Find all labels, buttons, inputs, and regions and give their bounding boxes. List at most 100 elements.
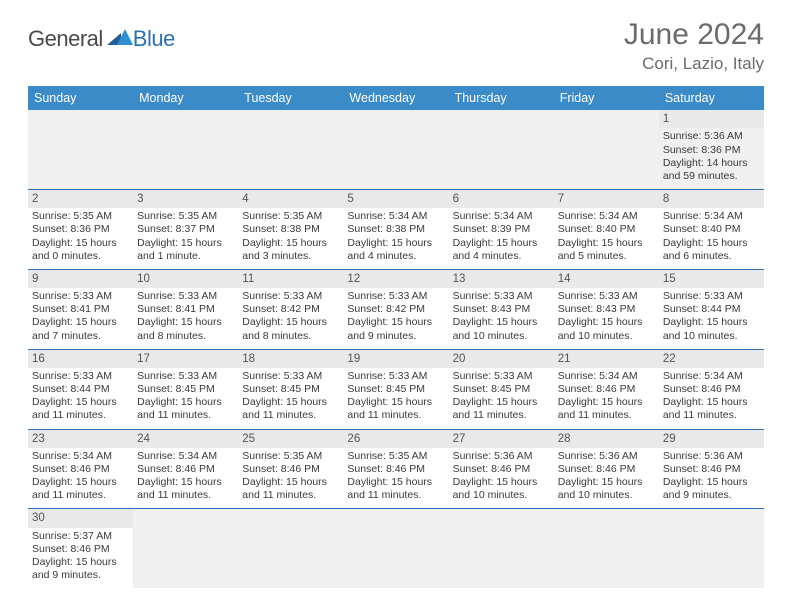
daylight-text: Daylight: 15 hours and 10 minutes.	[453, 316, 550, 342]
day-number: 12	[343, 270, 448, 288]
daylight-text: Daylight: 15 hours and 11 minutes.	[453, 396, 550, 422]
calendar-table: Sunday Monday Tuesday Wednesday Thursday…	[28, 86, 764, 588]
sunrise-text: Sunrise: 5:34 AM	[558, 370, 655, 383]
day-number: 10	[133, 270, 238, 288]
daylight-text: Daylight: 15 hours and 11 minutes.	[347, 396, 444, 422]
calendar-cell: 25Sunrise: 5:35 AMSunset: 8:46 PMDayligh…	[238, 429, 343, 509]
daylight-text: Daylight: 15 hours and 11 minutes.	[242, 396, 339, 422]
calendar-cell: 9Sunrise: 5:33 AMSunset: 8:41 PMDaylight…	[28, 269, 133, 349]
day-number: 21	[554, 350, 659, 368]
sunrise-text: Sunrise: 5:33 AM	[347, 370, 444, 383]
day-number: 18	[238, 350, 343, 368]
day-number: 9	[28, 270, 133, 288]
calendar-cell	[659, 509, 764, 588]
sunrise-text: Sunrise: 5:33 AM	[453, 290, 550, 303]
sunrise-text: Sunrise: 5:34 AM	[347, 210, 444, 223]
weekday-header-row: Sunday Monday Tuesday Wednesday Thursday…	[28, 86, 764, 110]
daylight-text: Daylight: 15 hours and 10 minutes.	[453, 476, 550, 502]
day-number: 30	[28, 509, 133, 527]
sunset-text: Sunset: 8:40 PM	[558, 223, 655, 236]
calendar-cell: 29 Sunrise: 5:36 AMSunset: 8:46 PMDayligh…	[659, 429, 764, 509]
calendar-cell: 10Sunrise: 5:33 AMSunset: 8:41 PMDayligh…	[133, 269, 238, 349]
logo-text-blue: Blue	[133, 26, 175, 52]
day-number: 23	[28, 430, 133, 448]
sunrise-text: Sunrise: 5:36 AM	[663, 450, 760, 463]
calendar-cell	[449, 110, 554, 189]
calendar-cell: 15Sunrise: 5:33 AMSunset: 8:44 PMDayligh…	[659, 269, 764, 349]
calendar-cell: 22Sunrise: 5:34 AMSunset: 8:46 PMDayligh…	[659, 349, 764, 429]
sunset-text: Sunset: 8:36 PM	[32, 223, 129, 236]
sunset-text: Sunset: 8:46 PM	[663, 463, 760, 476]
sunrise-text: Sunrise: 5:36 AM	[663, 130, 760, 143]
weekday-header: Monday	[133, 86, 238, 110]
daylight-text: Daylight: 15 hours and 8 minutes.	[137, 316, 234, 342]
day-number: 16	[28, 350, 133, 368]
sunrise-text: Sunrise: 5:34 AM	[558, 210, 655, 223]
sunrise-text: Sunrise: 5:36 AM	[453, 450, 550, 463]
sunrise-text: Sunrise: 5:34 AM	[137, 450, 234, 463]
sunrise-text: Sunrise: 5:35 AM	[137, 210, 234, 223]
day-number: 4	[238, 190, 343, 208]
calendar-cell: 23Sunrise: 5:34 AMSunset: 8:46 PMDayligh…	[28, 429, 133, 509]
sunrise-text: Sunrise: 5:35 AM	[242, 450, 339, 463]
sunrise-text: Sunrise: 5:33 AM	[32, 290, 129, 303]
daylight-text: Daylight: 15 hours and 11 minutes.	[242, 476, 339, 502]
sunset-text: Sunset: 8:44 PM	[663, 303, 760, 316]
daylight-text: Daylight: 15 hours and 3 minutes.	[242, 237, 339, 263]
sunset-text: Sunset: 8:36 PM	[663, 144, 760, 157]
sunset-text: Sunset: 8:45 PM	[242, 383, 339, 396]
calendar-cell: 21Sunrise: 5:34 AMSunset: 8:46 PMDayligh…	[554, 349, 659, 429]
calendar-cell: 8Sunrise: 5:34 AMSunset: 8:40 PMDaylight…	[659, 189, 764, 269]
day-number: 14	[554, 270, 659, 288]
daylight-text: Daylight: 15 hours and 9 minutes.	[663, 476, 760, 502]
calendar-cell: 1Sunrise: 5:36 AMSunset: 8:36 PMDaylight…	[659, 110, 764, 189]
daylight-text: Daylight: 15 hours and 11 minutes.	[32, 396, 129, 422]
flag-icon	[107, 27, 133, 52]
daylight-text: Daylight: 15 hours and 11 minutes.	[137, 396, 234, 422]
daylight-text: Daylight: 15 hours and 4 minutes.	[453, 237, 550, 263]
sunset-text: Sunset: 8:46 PM	[32, 463, 129, 476]
sunset-text: Sunset: 8:46 PM	[453, 463, 550, 476]
calendar-cell	[238, 509, 343, 588]
sunset-text: Sunset: 8:39 PM	[453, 223, 550, 236]
logo-text-general: General	[28, 26, 103, 52]
page-header: General Blue June 2024 Cori, Lazio, Ital…	[0, 0, 792, 82]
calendar-cell	[343, 509, 448, 588]
day-number: 13	[449, 270, 554, 288]
sunset-text: Sunset: 8:45 PM	[453, 383, 550, 396]
sunset-text: Sunset: 8:45 PM	[347, 383, 444, 396]
sunrise-text: Sunrise: 5:33 AM	[137, 290, 234, 303]
day-number: 7	[554, 190, 659, 208]
weekday-header: Sunday	[28, 86, 133, 110]
day-number: 1	[659, 110, 764, 128]
sunrise-text: Sunrise: 5:33 AM	[32, 370, 129, 383]
calendar-cell: 12Sunrise: 5:33 AMSunset: 8:42 PMDayligh…	[343, 269, 448, 349]
sunset-text: Sunset: 8:43 PM	[453, 303, 550, 316]
day-number: 8	[659, 190, 764, 208]
sunset-text: Sunset: 8:38 PM	[242, 223, 339, 236]
calendar-row: 30Sunrise: 5:37 AMSunset: 8:46 PMDayligh…	[28, 509, 764, 588]
day-number: 29	[659, 430, 764, 448]
sunset-text: Sunset: 8:46 PM	[347, 463, 444, 476]
sunrise-text: Sunrise: 5:34 AM	[663, 210, 760, 223]
daylight-text: Daylight: 15 hours and 11 minutes.	[558, 396, 655, 422]
sunrise-text: Sunrise: 5:35 AM	[242, 210, 339, 223]
calendar-cell	[449, 509, 554, 588]
sunset-text: Sunset: 8:46 PM	[137, 463, 234, 476]
daylight-text: Daylight: 15 hours and 9 minutes.	[32, 556, 129, 582]
sunrise-text: Sunrise: 5:33 AM	[347, 290, 444, 303]
calendar-cell: 24Sunrise: 5:34 AMSunset: 8:46 PMDayligh…	[133, 429, 238, 509]
day-number: 28	[554, 430, 659, 448]
calendar-cell: 28Sunrise: 5:36 AMSunset: 8:46 PMDayligh…	[554, 429, 659, 509]
calendar-cell: 27Sunrise: 5:36 AMSunset: 8:46 PMDayligh…	[449, 429, 554, 509]
calendar-row: 9Sunrise: 5:33 AMSunset: 8:41 PMDaylight…	[28, 269, 764, 349]
calendar-row: 2Sunrise: 5:35 AMSunset: 8:36 PMDaylight…	[28, 189, 764, 269]
sunset-text: Sunset: 8:45 PM	[137, 383, 234, 396]
day-number: 11	[238, 270, 343, 288]
day-number: 20	[449, 350, 554, 368]
sunrise-text: Sunrise: 5:35 AM	[347, 450, 444, 463]
day-number: 17	[133, 350, 238, 368]
weekday-header: Thursday	[449, 86, 554, 110]
daylight-text: Daylight: 15 hours and 11 minutes.	[347, 476, 444, 502]
calendar-cell	[554, 110, 659, 189]
